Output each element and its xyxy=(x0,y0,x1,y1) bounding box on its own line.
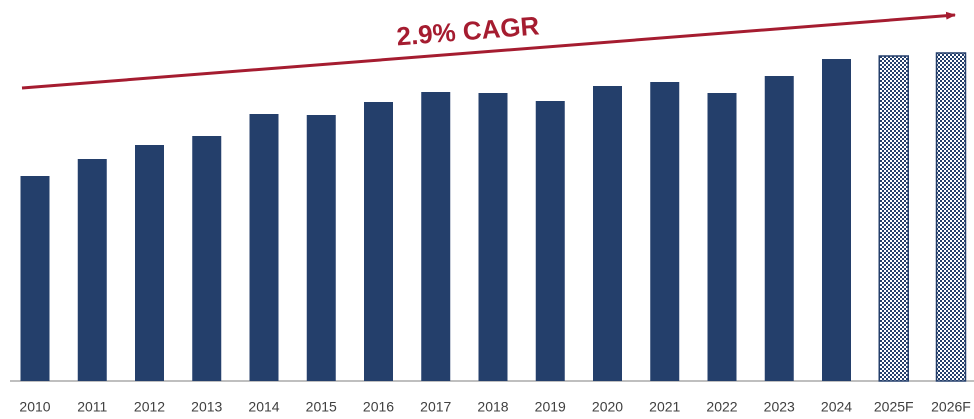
x-tick-label: 2012 xyxy=(134,399,165,415)
x-tick-label: 2016 xyxy=(363,399,394,415)
x-tick-label: 2015 xyxy=(306,399,337,415)
x-tick-label: 2025F xyxy=(874,399,914,415)
bar xyxy=(764,76,794,381)
bar xyxy=(935,52,967,382)
x-tick-label: 2019 xyxy=(535,399,566,415)
x-tick-label: 2018 xyxy=(477,399,508,415)
x-tick-label: 2022 xyxy=(706,399,737,415)
x-tick-label: 2013 xyxy=(191,399,222,415)
bar xyxy=(593,86,622,381)
bar xyxy=(421,92,451,381)
bar xyxy=(192,136,222,381)
x-tick-label: 2023 xyxy=(764,399,795,415)
bar xyxy=(822,59,851,381)
bar xyxy=(478,93,508,381)
x-tick-label: 2024 xyxy=(821,399,852,415)
bar xyxy=(135,145,164,381)
bar xyxy=(650,82,680,381)
annotation: 2.9% CAGR xyxy=(395,10,540,51)
bar xyxy=(535,101,565,381)
x-tick-label: 2010 xyxy=(19,399,50,415)
bar xyxy=(707,93,737,381)
bar xyxy=(249,114,279,381)
x-tick-label: 2020 xyxy=(592,399,623,415)
bar xyxy=(306,115,336,381)
x-tick-label: 2014 xyxy=(248,399,279,415)
bar xyxy=(20,176,50,381)
bar xyxy=(364,102,393,381)
x-tick-label: 2011 xyxy=(77,399,107,415)
x-tick-label: 2021 xyxy=(649,399,680,415)
x-tick-label: 2017 xyxy=(420,399,451,415)
x-tick-label: 2026F xyxy=(931,399,971,415)
trend-arrow xyxy=(21,11,956,90)
bar xyxy=(878,55,909,382)
bar xyxy=(77,159,107,381)
